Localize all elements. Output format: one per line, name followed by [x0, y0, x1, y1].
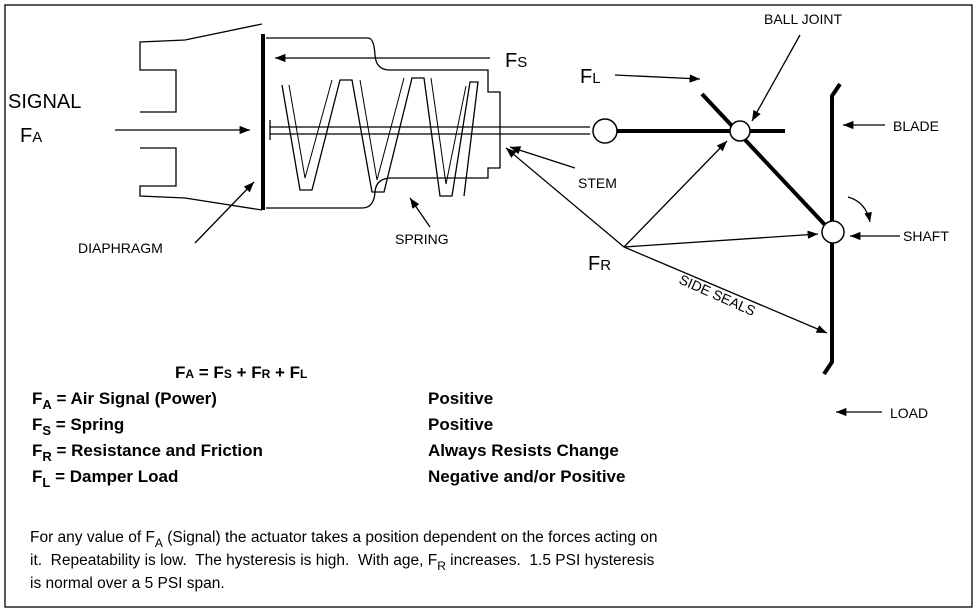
fr-main: F: [588, 253, 600, 275]
equation-text: + F: [232, 363, 262, 382]
paragraph-sub: R: [437, 559, 446, 573]
fl-main: F: [580, 66, 592, 88]
legend-text: = Damper Load: [50, 467, 178, 486]
legend-effect: Negative and/or Positive: [428, 467, 625, 486]
paragraph-text: is normal over a 5 PSI span.: [30, 575, 225, 592]
equation-small: A: [185, 367, 194, 381]
legend-sub: A: [42, 397, 52, 412]
fl-label: FL: [580, 66, 601, 88]
stem-label: STEM: [578, 175, 617, 191]
legend-effect: Positive: [428, 389, 493, 408]
fa-sub: A: [32, 129, 42, 146]
equation-small: L: [300, 367, 307, 381]
legend-term: FL = Damper Load: [32, 467, 178, 490]
signal-label: SIGNAL: [8, 91, 81, 113]
legend-text: = Air Signal (Power): [52, 389, 217, 408]
diaphragm-label: DIAPHRAGM: [78, 240, 163, 256]
side-seals-label: SIDE SEALS: [677, 271, 758, 319]
blade-label: BLADE: [893, 118, 939, 134]
arrows: [115, 34, 900, 417]
paragraph-text: increases. 1.5 PSI hysteresis: [446, 552, 655, 569]
paragraph-text: (Signal) the actuator takes a position d…: [163, 529, 658, 546]
linkage: [617, 82, 872, 376]
fr-sub: R: [600, 257, 611, 274]
equation-text: F: [175, 363, 185, 382]
legend-symbol: F: [32, 415, 42, 434]
load-label: LOAD: [890, 405, 928, 421]
legend-effect: Positive: [428, 415, 493, 434]
paragraph-text: For any value of F: [30, 529, 155, 546]
legend-symbol: F: [32, 441, 42, 460]
paragraph: For any value of FA (Signal) the actuato…: [30, 529, 658, 592]
legend-sub: L: [42, 475, 50, 490]
equation-small: R: [262, 367, 271, 381]
paragraph-line: For any value of FA (Signal) the actuato…: [30, 529, 658, 550]
fr-label: FR: [588, 253, 611, 275]
ball-joint-label: BALL JOINT: [764, 11, 843, 27]
equation-text: + F: [270, 363, 300, 382]
paragraph-text: it. Repeatability is low. The hysteresis…: [30, 552, 437, 569]
spring-label: SPRING: [395, 231, 449, 247]
legend-sub: S: [42, 423, 51, 438]
legend-text: = Spring: [51, 415, 124, 434]
equation-text: = F: [194, 363, 224, 382]
fs-main: F: [505, 50, 517, 72]
legend-term: FA = Air Signal (Power): [32, 389, 217, 412]
paragraph-line: is normal over a 5 PSI span.: [30, 575, 225, 592]
fs-sub: S: [517, 54, 527, 71]
legend-symbol: F: [32, 389, 42, 408]
fs-label: FS: [505, 50, 527, 72]
legend-term: FR = Resistance and Friction: [32, 441, 263, 464]
shaft-label: SHAFT: [903, 228, 949, 244]
legend-effect: Always Resists Change: [428, 441, 619, 460]
fl-sub: L: [592, 70, 600, 87]
fa-main: F: [20, 125, 32, 147]
equation: FA = FS + FR + FL: [175, 363, 307, 382]
fa-label: FA: [20, 125, 42, 147]
actuator: [139, 23, 618, 211]
legend-text: = Resistance and Friction: [52, 441, 263, 460]
equation-small: S: [224, 367, 232, 381]
frame: [4, 4, 973, 608]
paragraph-sub: A: [155, 536, 163, 550]
legend-sub: R: [42, 449, 52, 464]
paragraph-line: it. Repeatability is low. The hysteresis…: [30, 552, 655, 573]
legend-term: FS = Spring: [32, 415, 124, 438]
legend-symbol: F: [32, 467, 42, 486]
